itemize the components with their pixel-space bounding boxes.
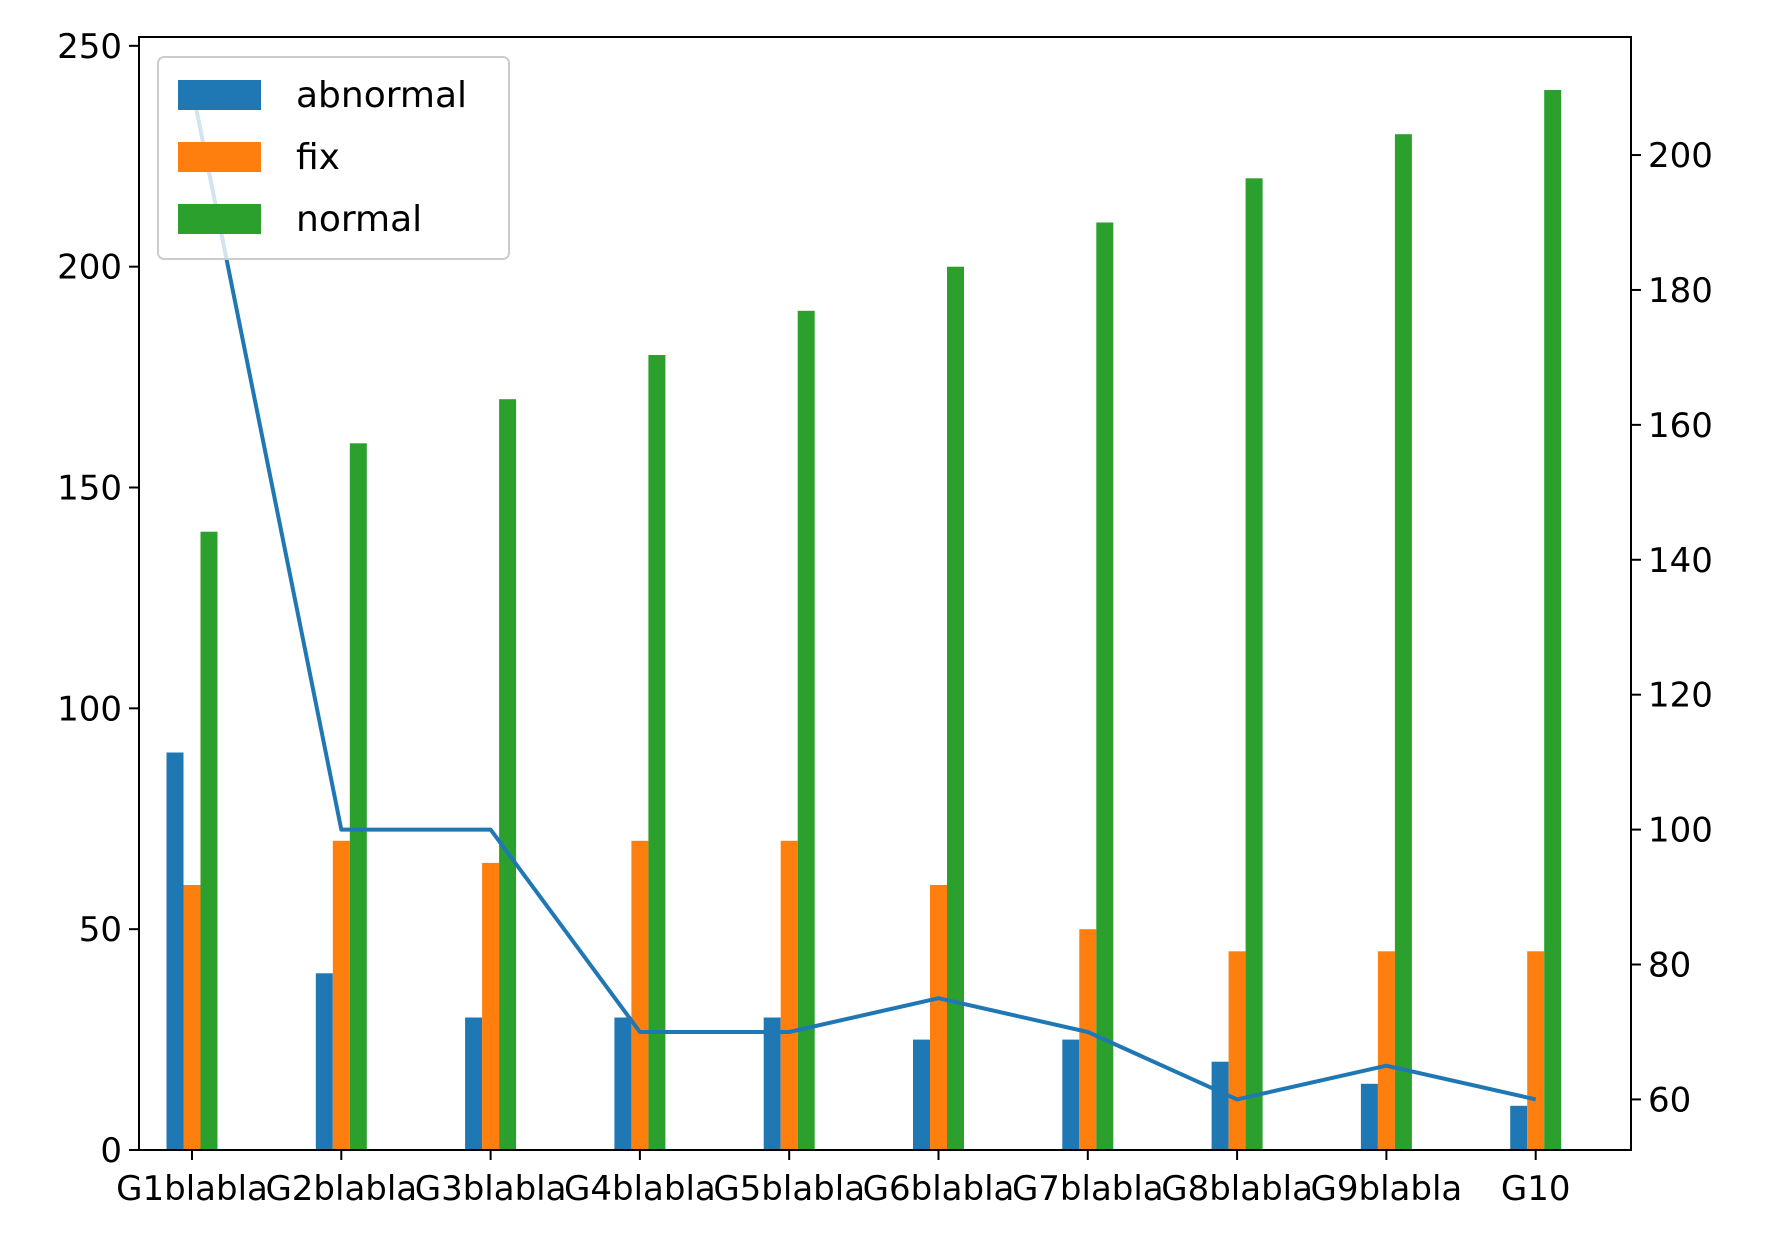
- legend-swatch-abnormal: [178, 80, 261, 110]
- right-tick-label: 180: [1648, 271, 1713, 311]
- legend-swatch-normal: [178, 204, 261, 234]
- x-tick-label: G2blabla: [265, 1169, 417, 1209]
- x-tick-label: G5blabla: [713, 1169, 865, 1209]
- line-layer: [190, 87, 1537, 1102]
- bar-fix-G9blabla: [1377, 951, 1395, 1151]
- bar-fix-G6blabla: [930, 885, 947, 1150]
- x-tick-label: G9blabla: [1311, 1169, 1463, 1209]
- bar-fix-G4blabla: [631, 840, 649, 1150]
- bar-abnormal-G1blabla: [166, 752, 184, 1150]
- legend-label-normal: normal: [296, 199, 422, 240]
- bar-fix-G1blabla: [183, 885, 201, 1150]
- x-tick-label: G8blabla: [1161, 1169, 1313, 1209]
- bar-normal-G2blabla: [349, 443, 367, 1150]
- bar-normal-G1blabla: [200, 531, 218, 1150]
- right-tick-label: 140: [1648, 541, 1713, 581]
- right-tick-label: 100: [1648, 811, 1713, 851]
- x-tick-label: G10: [1501, 1169, 1571, 1209]
- left-tick-label: 250: [57, 27, 122, 67]
- bars-layer: [166, 90, 1562, 1151]
- bar-fix-G5blabla: [780, 840, 798, 1150]
- bar-abnormal-G6blabla: [913, 1039, 930, 1150]
- bar-abnormal-G5blabla: [763, 1017, 781, 1150]
- x-tick-label: G7blabla: [1012, 1169, 1164, 1209]
- right-tick-label: 80: [1648, 946, 1691, 986]
- bar-normal-G8blabla: [1245, 178, 1263, 1151]
- right-tick-label: 60: [1648, 1080, 1691, 1120]
- bar-abnormal-G10: [1510, 1105, 1528, 1150]
- left-tick-label: 100: [57, 689, 122, 729]
- legend-label-abnormal: abnormal: [296, 75, 467, 116]
- bar-normal-G4blabla: [648, 355, 666, 1150]
- right-tick-label: 120: [1648, 676, 1713, 716]
- plot-frame: [138, 36, 1632, 1151]
- x-tick-label: G1blabla: [116, 1169, 268, 1209]
- bar-normal-G9blabla: [1394, 134, 1412, 1150]
- bar-abnormal-G7blabla: [1062, 1039, 1080, 1150]
- axes-layer: 0 50 100 150 200 250 60 80 100 120 140 160 180 200 G1b…: [57, 27, 1713, 1209]
- bar-normal-G5blabla: [797, 310, 815, 1150]
- bar-fix-G8blabla: [1228, 951, 1246, 1151]
- bar-normal-G7blabla: [1096, 222, 1114, 1150]
- bar-fix-G2blabla: [332, 840, 350, 1150]
- bar-abnormal-G2blabla: [315, 973, 333, 1150]
- x-tick-label: G4blabla: [564, 1169, 716, 1209]
- bar-normal-G10: [1544, 90, 1562, 1150]
- left-tick-label: 0: [100, 1131, 122, 1171]
- left-tick-label: 150: [57, 469, 122, 509]
- bar-normal-G3blabla: [499, 399, 517, 1150]
- bar-abnormal-G3blabla: [465, 1017, 483, 1150]
- left-tick-label: 50: [79, 910, 122, 950]
- bar-abnormal-G4blabla: [614, 1017, 632, 1150]
- legend: abnormal fix normal: [157, 56, 510, 260]
- bar-fix-G7blabla: [1079, 929, 1097, 1150]
- right-tick-label: 200: [1648, 136, 1713, 176]
- x-tick-label: G3blabla: [415, 1169, 567, 1209]
- bar-abnormal-G9blabla: [1360, 1083, 1378, 1151]
- legend-label-fix: fix: [296, 137, 340, 178]
- right-tick-label: 160: [1648, 406, 1713, 446]
- bar-fix-G3blabla: [482, 862, 500, 1150]
- left-tick-label: 200: [57, 248, 122, 288]
- bar-fix-G10: [1527, 951, 1545, 1151]
- legend-swatch-fix: [178, 142, 261, 172]
- x-tick-label: G6blabla: [863, 1169, 1015, 1209]
- bar-normal-G6blabla: [947, 266, 964, 1150]
- bar-abnormal-G8blabla: [1211, 1061, 1229, 1150]
- line-series-0: [190, 87, 1537, 1102]
